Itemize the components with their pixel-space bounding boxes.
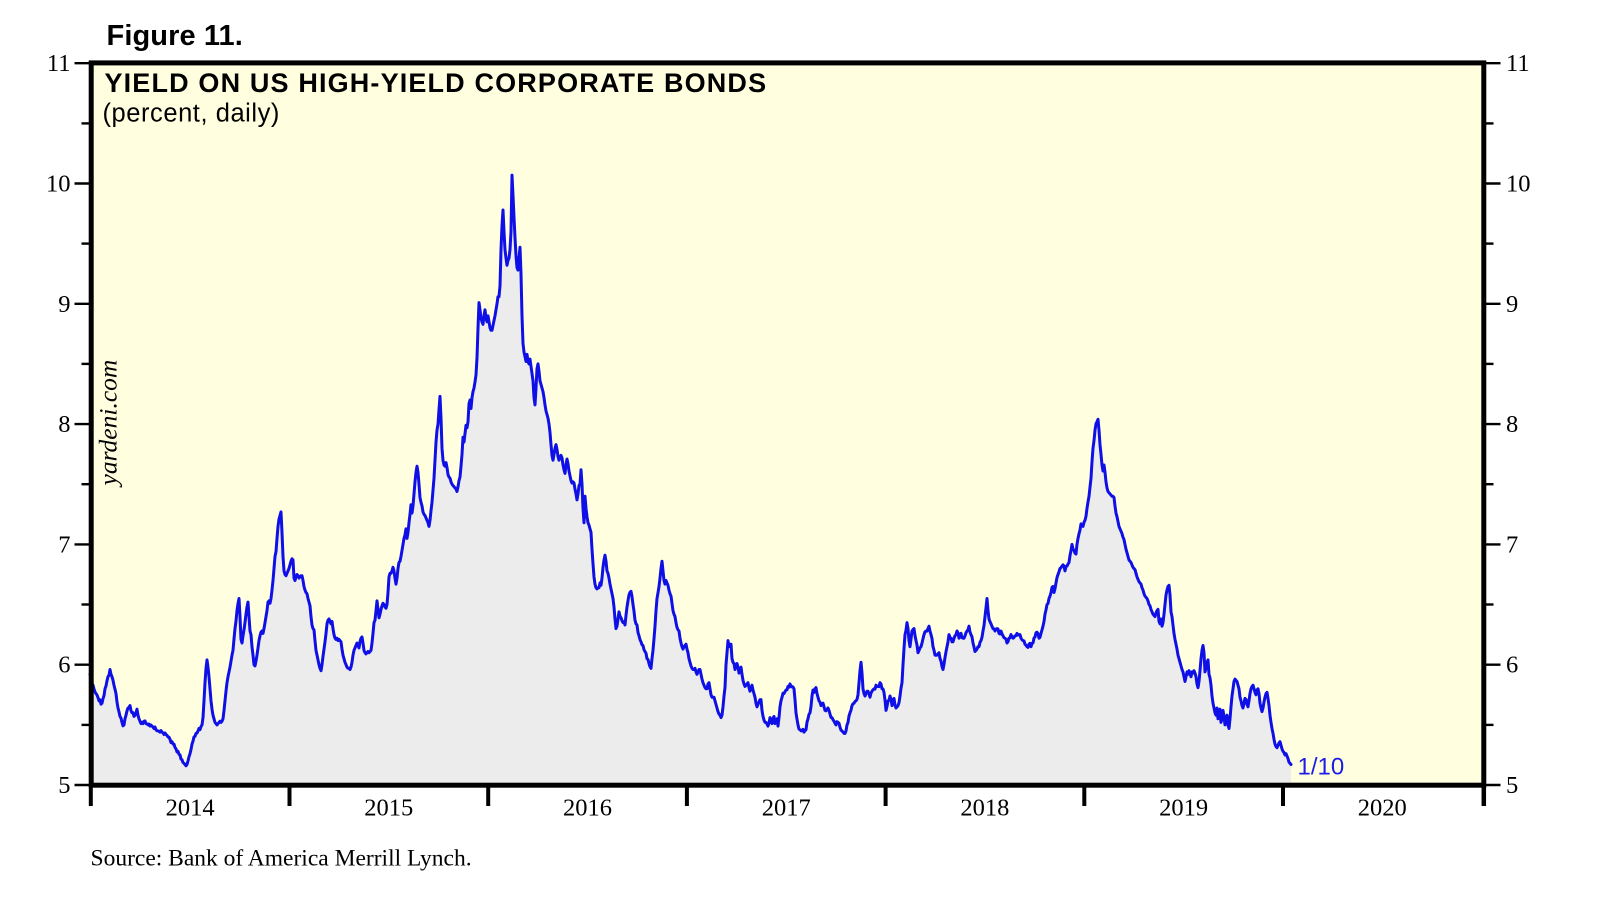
svg-text:5: 5 xyxy=(1506,772,1518,799)
svg-text:Figure 11.: Figure 11. xyxy=(107,20,243,52)
svg-text:YIELD ON US HIGH-YIELD CORPORA: YIELD ON US HIGH-YIELD CORPORATE BONDS xyxy=(105,68,768,98)
svg-text:7: 7 xyxy=(58,531,70,558)
svg-text:2016: 2016 xyxy=(563,795,612,822)
svg-text:11: 11 xyxy=(47,50,71,77)
svg-text:6: 6 xyxy=(1506,652,1518,679)
svg-text:6: 6 xyxy=(58,652,70,679)
svg-text:7: 7 xyxy=(1506,531,1518,558)
svg-text:8: 8 xyxy=(1506,411,1518,438)
svg-text:10: 10 xyxy=(46,171,71,198)
svg-text:5: 5 xyxy=(58,772,70,799)
svg-text:2017: 2017 xyxy=(762,795,811,822)
svg-text:2015: 2015 xyxy=(364,795,413,822)
svg-text:Source: Bank of America Merril: Source: Bank of America Merrill Lynch. xyxy=(91,846,472,872)
svg-text:1/10: 1/10 xyxy=(1298,753,1345,780)
svg-text:(percent, daily): (percent, daily) xyxy=(103,100,280,128)
svg-text:2014: 2014 xyxy=(166,795,215,822)
svg-text:9: 9 xyxy=(58,291,70,318)
svg-text:2020: 2020 xyxy=(1358,795,1407,822)
svg-text:2018: 2018 xyxy=(960,795,1009,822)
svg-text:11: 11 xyxy=(1506,50,1530,77)
svg-text:yardeni.com: yardeni.com xyxy=(94,360,123,489)
svg-text:8: 8 xyxy=(58,411,70,438)
svg-text:2019: 2019 xyxy=(1159,795,1208,822)
svg-text:9: 9 xyxy=(1506,291,1518,318)
svg-text:10: 10 xyxy=(1506,171,1531,198)
